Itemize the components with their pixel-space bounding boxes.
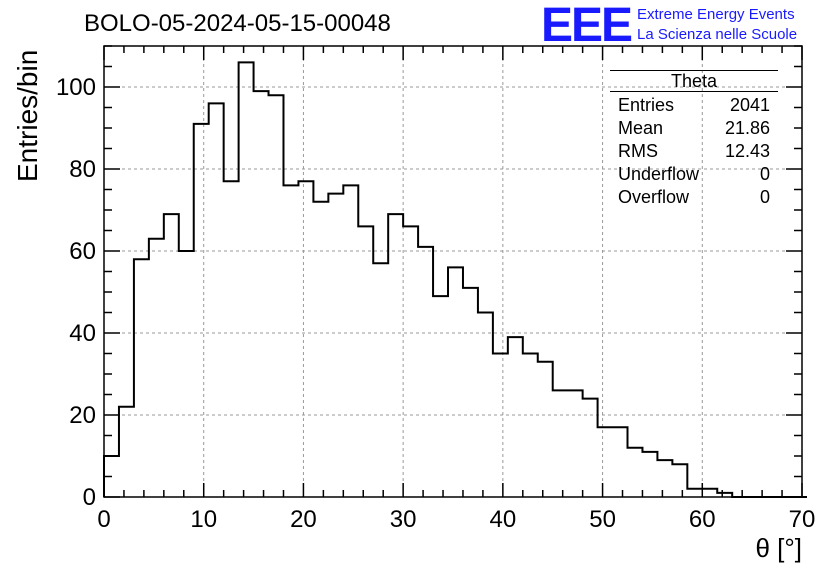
histogram-bin bbox=[672, 464, 687, 497]
histogram-bin bbox=[583, 399, 598, 497]
histogram-bin bbox=[403, 226, 418, 497]
y-tick-label: 80 bbox=[69, 156, 96, 183]
stats-row: Overflow 0 bbox=[610, 186, 778, 209]
x-tick-label: 40 bbox=[490, 506, 517, 533]
chart-title: BOLO-05-2024-05-15-00048 bbox=[84, 10, 391, 37]
histogram-bin bbox=[493, 354, 508, 498]
y-axis-label: Entries/bin bbox=[12, 49, 43, 182]
histogram-bin bbox=[164, 214, 179, 497]
stats-label: RMS bbox=[618, 141, 658, 161]
histogram-bin bbox=[687, 489, 702, 497]
stats-box: Theta Entries 2041 Mean 21.86 RMS 12.43 … bbox=[610, 70, 778, 209]
stats-value: 2041 bbox=[729, 95, 770, 115]
histogram-bin bbox=[538, 362, 553, 497]
histogram-bin bbox=[119, 407, 134, 497]
histogram-bin bbox=[328, 194, 343, 497]
histogram-bin bbox=[343, 185, 358, 497]
histogram-bin bbox=[448, 267, 463, 497]
histogram-bin bbox=[269, 95, 284, 497]
stats-label: Overflow bbox=[618, 187, 690, 207]
histogram-bin bbox=[657, 460, 672, 497]
x-tick-label: 30 bbox=[390, 506, 417, 533]
histogram-bin bbox=[598, 427, 613, 497]
histogram-bin bbox=[298, 181, 313, 497]
histogram-bin bbox=[209, 103, 224, 497]
logo-line-2: La Scienza nelle Scuole bbox=[637, 26, 798, 43]
histogram-bin bbox=[254, 91, 269, 497]
histogram-outline bbox=[103, 61, 807, 498]
stats-title: Theta bbox=[610, 70, 778, 92]
stats-value: 0 bbox=[759, 164, 770, 184]
y-tick-label: 100 bbox=[56, 74, 96, 101]
x-tick-label: 50 bbox=[589, 506, 616, 533]
axis-ticks bbox=[103, 45, 803, 498]
eee-logo-mark: EEE bbox=[541, 0, 633, 52]
y-tick-label: 40 bbox=[69, 320, 96, 347]
histogram-bin bbox=[553, 390, 568, 497]
y-tick-label: 20 bbox=[69, 402, 96, 429]
stats-label: Entries bbox=[618, 95, 675, 115]
stats-value: 12.43 bbox=[724, 141, 770, 161]
x-tick-label: 10 bbox=[190, 506, 217, 533]
histogram-bin bbox=[283, 185, 298, 497]
histogram-bin bbox=[613, 427, 628, 497]
histogram-bin bbox=[134, 259, 149, 497]
histogram-bin bbox=[358, 226, 373, 497]
histogram-bin bbox=[642, 452, 657, 497]
stats-value: 0 bbox=[759, 187, 770, 207]
grid-lines bbox=[104, 46, 802, 497]
x-tick-label: 20 bbox=[290, 506, 317, 533]
histogram-bin bbox=[373, 263, 388, 497]
stats-row: Entries 2041 bbox=[610, 94, 778, 117]
stats-row: RMS 12.43 bbox=[610, 140, 778, 163]
x-tick-label: 60 bbox=[689, 506, 716, 533]
x-tick-label: 70 bbox=[789, 506, 816, 533]
histogram-bin bbox=[568, 390, 583, 497]
histogram-bin bbox=[523, 354, 538, 498]
histogram-bin bbox=[418, 247, 433, 497]
histogram-bin bbox=[478, 313, 493, 498]
stats-row: Mean 21.86 bbox=[610, 117, 778, 140]
histogram-bin bbox=[239, 62, 254, 497]
y-tick-label: 0 bbox=[83, 484, 96, 511]
histogram-bin bbox=[313, 202, 328, 497]
logo-line-1: Extreme Energy Events bbox=[637, 6, 795, 23]
histogram-bin bbox=[702, 489, 717, 497]
histogram-bin bbox=[433, 296, 448, 497]
histogram-bin bbox=[628, 448, 643, 497]
histogram-bin bbox=[149, 239, 164, 497]
histogram-bin bbox=[388, 214, 403, 497]
histogram-bin bbox=[179, 251, 194, 497]
histogram-bin bbox=[508, 337, 523, 497]
histogram-bin bbox=[194, 124, 209, 497]
histogram-bin bbox=[463, 288, 478, 497]
stats-value: 21.86 bbox=[724, 118, 770, 138]
x-axis-label: θ [°] bbox=[755, 533, 802, 563]
y-tick-label: 60 bbox=[69, 238, 96, 265]
histogram-bin bbox=[224, 181, 239, 497]
axis-tick-labels: 0 10 20 30 40 50 60 70 0 20 40 60 80 100 bbox=[56, 74, 815, 533]
x-tick-label: 0 bbox=[97, 506, 110, 533]
stats-label: Underflow bbox=[618, 164, 700, 184]
stats-label: Mean bbox=[618, 118, 664, 138]
stats-row: Underflow 0 bbox=[610, 163, 778, 186]
